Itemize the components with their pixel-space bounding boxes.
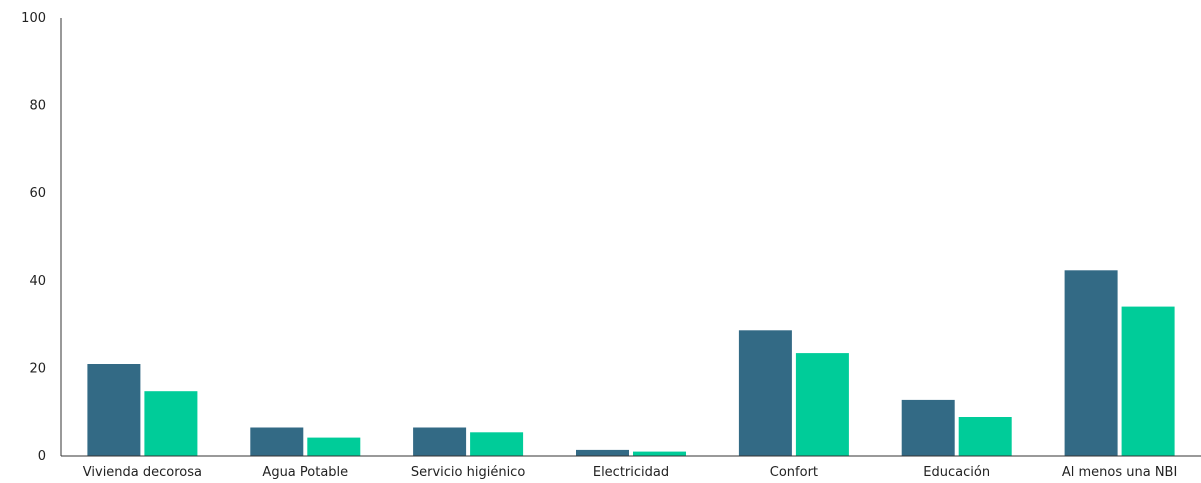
bar-series-2-confort xyxy=(795,353,849,456)
y-tick-label: 40 xyxy=(29,274,46,289)
y-tick-label: 80 xyxy=(29,99,46,114)
y-tick-label: 60 xyxy=(29,186,46,201)
x-tick-label: Educación xyxy=(923,465,990,480)
x-tick-label: Servicio higiénico xyxy=(411,465,525,480)
bar-series-1-servicio-higiénico xyxy=(413,427,467,456)
bar-series-1-confort xyxy=(738,330,792,456)
bar-series-1-agua-potable xyxy=(250,427,304,456)
bar-series-2-al-menos-una-nbi xyxy=(1121,306,1175,456)
y-axis-ticks: 0 20 40 60 80 100 xyxy=(21,11,46,464)
x-tick-label: Electricidad xyxy=(593,465,669,480)
y-tick-label: 100 xyxy=(21,11,46,26)
bar-series-2-servicio-higiénico xyxy=(470,432,524,456)
y-tick-label: 20 xyxy=(29,361,46,376)
y-tick-label: 0 xyxy=(38,449,46,464)
bar-series-2-educación xyxy=(958,417,1012,456)
bar-series-1-educación xyxy=(901,399,955,456)
bar-series-2-agua-potable xyxy=(307,437,361,456)
bar-series-1-vivienda-decorosa xyxy=(87,364,141,456)
bar-series-2-vivienda-decorosa xyxy=(144,391,198,456)
x-tick-label: Confort xyxy=(770,465,818,480)
x-tick-label: Vivienda decorosa xyxy=(83,465,202,480)
bar-series-1-al-menos-una-nbi xyxy=(1064,270,1118,456)
bar-series xyxy=(87,270,1175,456)
bar-series-2-electricidad xyxy=(633,451,686,456)
x-axis-labels: Vivienda decorosa Agua Potable Servicio hi… xyxy=(83,465,1178,480)
x-tick-label: Al menos una NBI xyxy=(1062,465,1177,480)
x-tick-label: Agua Potable xyxy=(262,465,348,480)
bar-series-1-electricidad xyxy=(576,449,629,456)
